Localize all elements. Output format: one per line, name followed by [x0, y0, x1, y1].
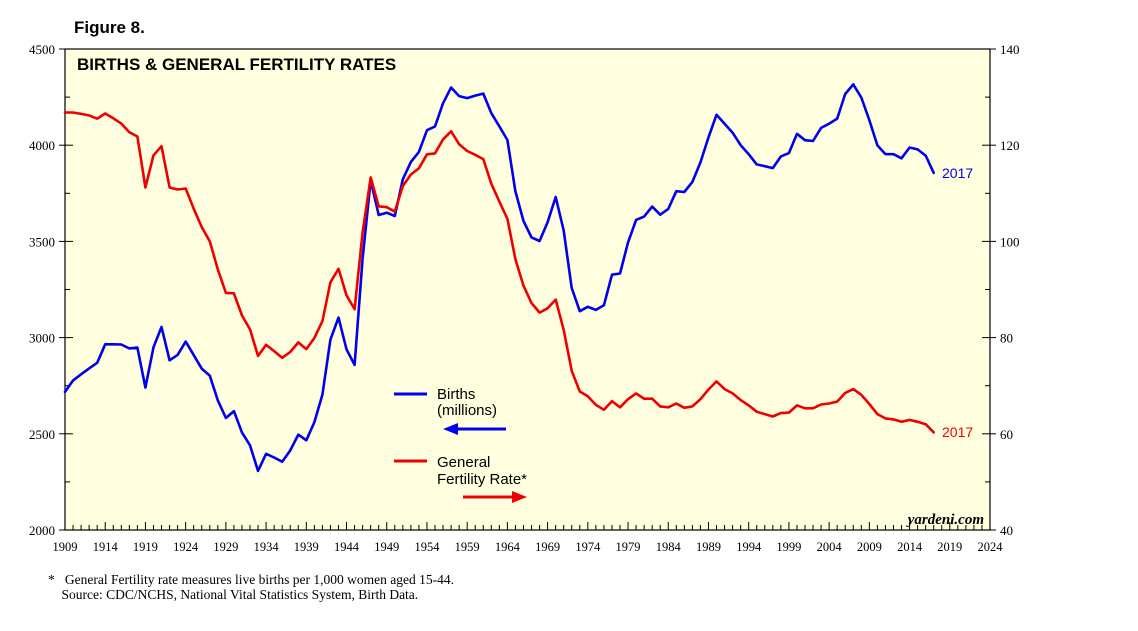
chart-title: BIRTHS & GENERAL FERTILITY RATES: [77, 55, 396, 74]
x-tick-label-1964: 1964: [495, 540, 521, 554]
arrow-left-icon: [443, 423, 506, 435]
footnote-source: Source: CDC/NCHS, National Vital Statist…: [61, 587, 419, 602]
x-tick-label-2009: 2009: [857, 540, 882, 554]
arrow-right-icon: [463, 491, 527, 503]
left-tick-label-2000: 2000: [29, 523, 55, 538]
x-tick-label-2004: 2004: [817, 540, 843, 554]
x-tick-label-1979: 1979: [616, 540, 641, 554]
plot-area: [64, 48, 991, 531]
births-line: [63, 83, 936, 473]
x-tick-label-1999: 1999: [776, 540, 801, 554]
right-tick-label-60: 60: [1000, 427, 1013, 442]
right-tick-label-80: 80: [1000, 331, 1013, 346]
right-tick-label-140: 140: [1000, 42, 1020, 57]
x-tick-label-1974: 1974: [575, 540, 601, 554]
x-tick-label-1919: 1919: [133, 540, 158, 554]
x-tick-label-1984: 1984: [656, 540, 682, 554]
legend-births-sublabel: (millions): [437, 402, 497, 419]
legend: Births (millions) General Fertility Rate…: [394, 386, 527, 503]
x-tick-label-1944: 1944: [334, 540, 360, 554]
figure-label: Figure 8.: [74, 18, 145, 37]
left-tick-label-4000: 4000: [29, 138, 55, 153]
series-layer: [63, 83, 936, 473]
x-tick-label-1934: 1934: [254, 540, 280, 554]
left-tick-label-2500: 2500: [29, 427, 55, 442]
x-tick-label-2019: 2019: [937, 540, 962, 554]
x-tick-label-1939: 1939: [294, 540, 319, 554]
right-tick-label-120: 120: [1000, 138, 1020, 153]
left-tick-label-4500: 4500: [29, 42, 55, 57]
fertility-end-label: 2017: [942, 424, 973, 440]
left-tick-label-3500: 3500: [29, 234, 55, 249]
chart: 1909 1914 1919 1924 1929 1934 1939 1944 1949 1954…: [29, 42, 1020, 554]
x-tick-label-1924: 1924: [173, 540, 199, 554]
x-tick-label-1929: 1929: [213, 540, 238, 554]
births-end-label: 2017: [942, 165, 973, 181]
x-tick-label-1954: 1954: [414, 540, 440, 554]
x-tick-label-1959: 1959: [455, 540, 480, 554]
x-tick-label-2024: 2024: [978, 540, 1004, 554]
fertility-line: [63, 111, 936, 434]
footnote-marker: *: [48, 572, 55, 587]
right-tick-label-40: 40: [1000, 523, 1013, 538]
axis-ticks: 1909 1914 1919 1924 1929 1934 1939 1944 1949 1954…: [29, 42, 1020, 554]
x-tick-label-1909: 1909: [53, 540, 78, 554]
right-tick-label-100: 100: [1000, 234, 1020, 249]
x-tick-label-1989: 1989: [696, 540, 721, 554]
x-tick-label-1994: 1994: [736, 540, 762, 554]
legend-fertility-sublabel: Fertility Rate*: [437, 471, 527, 488]
x-tick-label-1914: 1914: [93, 540, 119, 554]
legend-births-label: Births: [437, 386, 475, 403]
footnote-definition: General Fertility rate measures live bir…: [64, 572, 455, 587]
watermark: yardeni.com: [906, 512, 984, 528]
left-tick-label-3000: 3000: [29, 331, 55, 346]
legend-fertility-label: General: [437, 454, 490, 471]
x-tick-label-1949: 1949: [374, 540, 399, 554]
x-tick-label-1969: 1969: [535, 540, 560, 554]
x-tick-label-2014: 2014: [897, 540, 923, 554]
footnote: * General Fertility rate measures live b…: [48, 572, 454, 602]
